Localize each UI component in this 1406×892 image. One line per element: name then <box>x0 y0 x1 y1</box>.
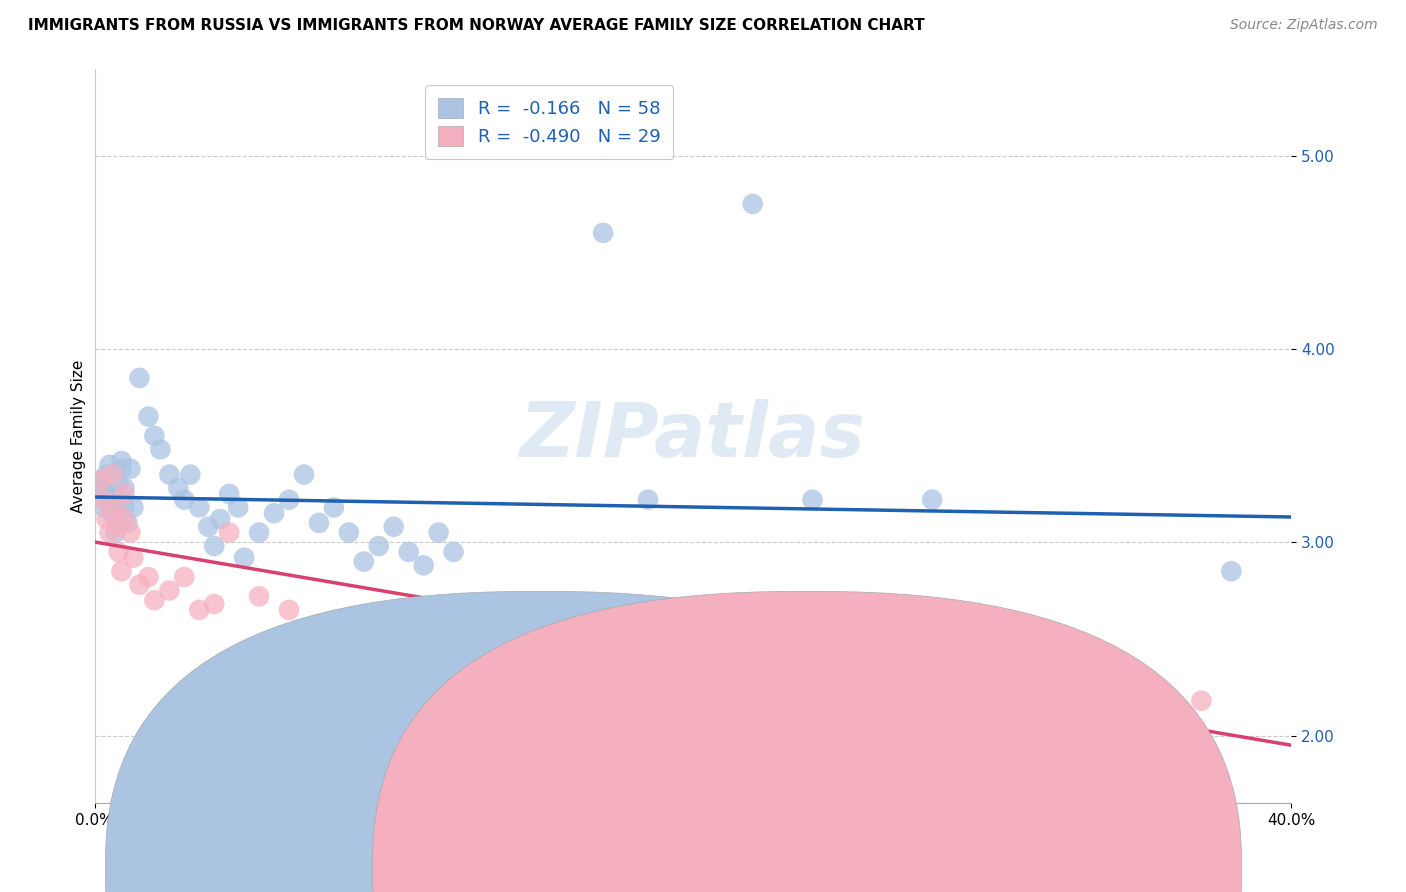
Point <box>263 506 285 520</box>
Point <box>110 461 132 475</box>
Point <box>117 516 139 530</box>
Point <box>367 539 389 553</box>
Point <box>96 487 118 501</box>
Point <box>107 477 129 491</box>
Point <box>101 506 124 520</box>
Point <box>637 492 659 507</box>
Point <box>412 558 434 573</box>
Point <box>90 473 112 487</box>
Point <box>104 500 127 515</box>
Point <box>292 467 315 482</box>
Point <box>278 492 301 507</box>
Point <box>98 525 121 540</box>
Point <box>107 545 129 559</box>
Point <box>188 500 211 515</box>
Point <box>173 492 195 507</box>
Point <box>120 461 142 475</box>
Point <box>107 520 129 534</box>
Point <box>114 512 136 526</box>
Point <box>218 525 240 540</box>
Point <box>412 616 434 631</box>
Point <box>202 597 225 611</box>
Point <box>128 371 150 385</box>
Point <box>179 467 201 482</box>
Point <box>197 520 219 534</box>
Text: Immigrants from Norway: Immigrants from Norway <box>801 863 1017 877</box>
Point <box>247 525 270 540</box>
Point <box>443 545 465 559</box>
Point <box>122 550 145 565</box>
Point <box>128 578 150 592</box>
Point <box>382 636 405 650</box>
Point <box>157 583 180 598</box>
Point <box>110 564 132 578</box>
Point <box>138 570 160 584</box>
Point <box>93 500 115 515</box>
Point <box>143 593 166 607</box>
Point <box>114 500 136 515</box>
Point <box>308 516 330 530</box>
Text: Immigrants from Russia: Immigrants from Russia <box>534 863 741 877</box>
Point <box>278 603 301 617</box>
Point <box>93 492 115 507</box>
Point <box>1220 564 1243 578</box>
Point <box>226 500 249 515</box>
Point <box>122 500 145 515</box>
Point <box>547 636 569 650</box>
Point <box>101 492 124 507</box>
Point <box>98 497 121 511</box>
Text: ZIPatlas: ZIPatlas <box>520 399 866 473</box>
Point <box>233 550 256 565</box>
Point <box>110 454 132 468</box>
Point <box>98 458 121 472</box>
Point <box>96 512 118 526</box>
Legend: R =  -0.166   N = 58, R =  -0.490   N = 29: R = -0.166 N = 58, R = -0.490 N = 29 <box>426 85 673 159</box>
Point <box>1040 719 1063 733</box>
Point <box>149 442 172 457</box>
Point <box>382 520 405 534</box>
Point <box>218 487 240 501</box>
Point <box>114 481 136 495</box>
Point <box>1189 694 1212 708</box>
Point <box>247 590 270 604</box>
Point <box>114 487 136 501</box>
Point <box>801 492 824 507</box>
Point <box>188 603 211 617</box>
Point <box>531 636 554 650</box>
Point <box>93 481 115 495</box>
Point <box>173 570 195 584</box>
Point <box>167 481 190 495</box>
Point <box>891 622 914 636</box>
Point <box>353 555 375 569</box>
Point <box>337 525 360 540</box>
Point <box>96 467 118 482</box>
Point <box>143 429 166 443</box>
Text: IMMIGRANTS FROM RUSSIA VS IMMIGRANTS FROM NORWAY AVERAGE FAMILY SIZE CORRELATION: IMMIGRANTS FROM RUSSIA VS IMMIGRANTS FRO… <box>28 18 925 33</box>
Point <box>741 197 763 211</box>
Point <box>107 492 129 507</box>
Point <box>322 500 344 515</box>
Point <box>472 636 495 650</box>
Point <box>202 539 225 553</box>
Point <box>90 473 112 487</box>
Point <box>104 512 127 526</box>
Point <box>157 467 180 482</box>
Point <box>921 492 943 507</box>
Point <box>367 608 389 623</box>
Y-axis label: Average Family Size: Average Family Size <box>72 359 86 513</box>
Point <box>592 226 614 240</box>
Point <box>101 467 124 482</box>
Point <box>398 545 420 559</box>
Point <box>427 525 450 540</box>
Point <box>209 512 232 526</box>
Point <box>104 525 127 540</box>
Point <box>120 525 142 540</box>
Text: Source: ZipAtlas.com: Source: ZipAtlas.com <box>1230 18 1378 32</box>
Point <box>138 409 160 424</box>
